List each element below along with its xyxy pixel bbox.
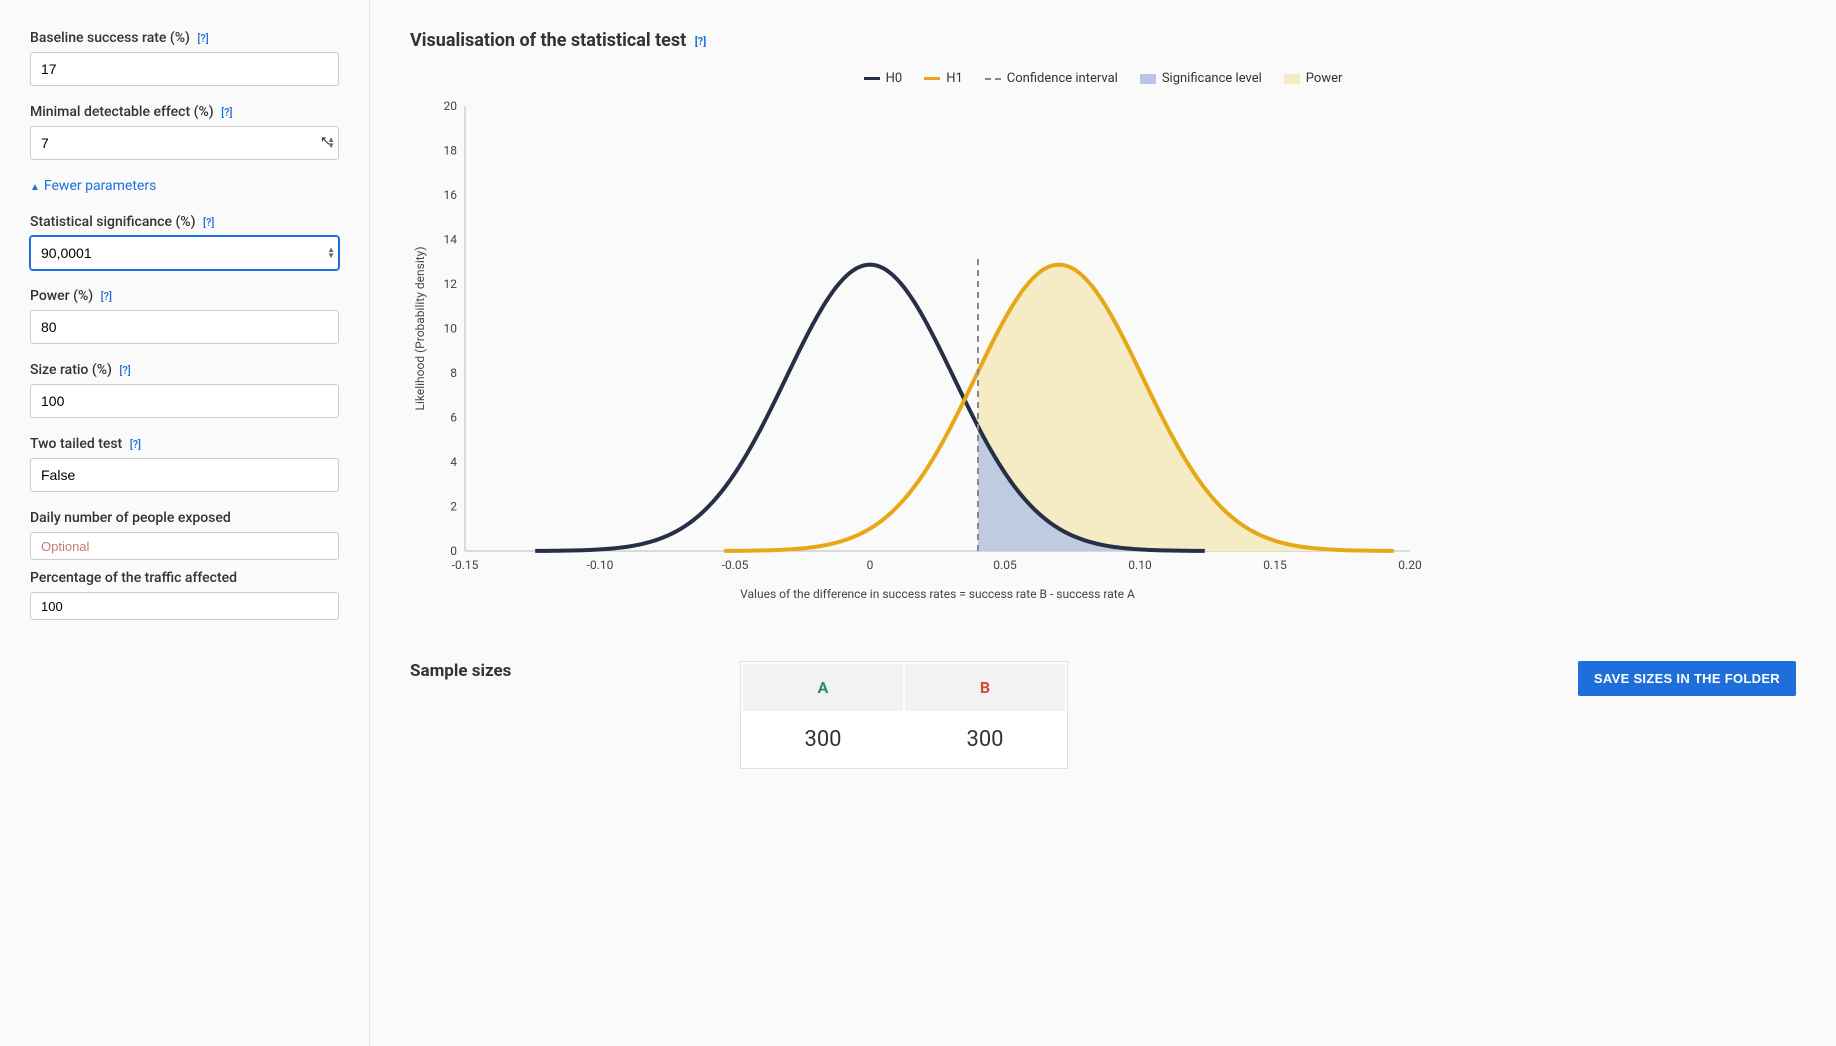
svg-text:14: 14 — [444, 233, 458, 247]
svg-text:-0.15: -0.15 — [452, 558, 479, 572]
field-tailed: Two tailed test [?] — [30, 436, 339, 492]
svg-text:6: 6 — [450, 411, 457, 425]
col-b-header: B — [905, 664, 1065, 711]
sample-sizes-section: Sample sizes A B 300 300 SAVE SIZES IN T… — [410, 661, 1796, 769]
svg-text:0.20: 0.20 — [1398, 558, 1422, 572]
help-icon[interactable]: [?] — [197, 32, 208, 45]
help-icon[interactable]: [?] — [101, 290, 112, 303]
legend: H0 H1 Confidence interval Significance l… — [410, 71, 1796, 86]
sample-title: Sample sizes — [410, 661, 710, 681]
label-mde: Minimal detectable effect (%) [?] — [30, 104, 339, 120]
col-a-header: A — [743, 664, 903, 711]
sample-table: A B 300 300 — [740, 661, 1068, 769]
field-ratio: Size ratio (%) [?] — [30, 362, 339, 418]
vis-title: Visualisation of the statistical test [?… — [410, 30, 1796, 51]
svg-text:0.10: 0.10 — [1128, 558, 1152, 572]
significance-input[interactable] — [30, 236, 339, 270]
label-significance: Statistical significance (%) [?] — [30, 214, 339, 230]
sidebar: Baseline success rate (%) [?] Minimal de… — [0, 0, 370, 1046]
svg-text:-0.05: -0.05 — [722, 558, 749, 572]
legend-power: Power — [1284, 71, 1343, 86]
tailed-select[interactable] — [30, 458, 339, 492]
help-icon[interactable]: [?] — [130, 438, 141, 451]
svg-text:2: 2 — [450, 500, 457, 514]
svg-text:Likelihood (Probability densit: Likelihood (Probability density) — [413, 246, 427, 410]
svg-text:Values of the difference in su: Values of the difference in success rate… — [740, 587, 1135, 601]
field-power: Power (%) [?] — [30, 288, 339, 344]
svg-text:16: 16 — [444, 188, 458, 202]
svg-text:0.15: 0.15 — [1263, 558, 1287, 572]
help-icon[interactable]: [?] — [119, 364, 130, 377]
main-panel: Visualisation of the statistical test [?… — [370, 0, 1836, 1046]
table-row: A B — [743, 664, 1065, 711]
sample-a-value: 300 — [743, 713, 903, 766]
baseline-input[interactable] — [30, 52, 339, 86]
legend-ci: Confidence interval — [985, 71, 1118, 86]
daily-input[interactable] — [30, 532, 339, 560]
svg-text:18: 18 — [444, 144, 458, 158]
field-mde: Minimal detectable effect (%) [?] ▲▼ ↖ — [30, 104, 339, 160]
field-significance: Statistical significance (%) [?] ▲▼ — [30, 214, 339, 270]
label-daily: Daily number of people exposed — [30, 510, 339, 526]
legend-h1: H1 — [924, 71, 963, 86]
fewer-parameters-toggle[interactable]: Fewer parameters — [30, 178, 339, 194]
dash-icon — [985, 78, 1001, 80]
save-sizes-button[interactable]: SAVE SIZES IN THE FOLDER — [1578, 661, 1796, 696]
svg-text:20: 20 — [444, 99, 458, 113]
svg-text:10: 10 — [444, 322, 458, 336]
legend-sig: Significance level — [1140, 71, 1262, 86]
field-baseline: Baseline success rate (%) [?] — [30, 30, 339, 86]
table-row: 300 300 — [743, 713, 1065, 766]
label-baseline: Baseline success rate (%) [?] — [30, 30, 339, 46]
label-traffic: Percentage of the traffic affected — [30, 570, 339, 586]
help-icon[interactable]: [?] — [203, 216, 214, 229]
legend-h0: H0 — [864, 71, 903, 86]
chart-svg: 0 2 4 6 8 10 12 14 16 18 20 -0.15 -0.10 -0.05 0 0.05 0.1… — [410, 96, 1430, 606]
svg-text:12: 12 — [444, 277, 458, 291]
ratio-input[interactable] — [30, 384, 339, 418]
field-traffic: Percentage of the traffic affected — [30, 570, 339, 620]
field-daily: Daily number of people exposed — [30, 510, 339, 560]
sample-b-value: 300 — [905, 713, 1065, 766]
spinner-icon[interactable]: ▲▼ — [327, 247, 335, 259]
label-power: Power (%) [?] — [30, 288, 339, 304]
svg-text:4: 4 — [450, 455, 457, 469]
chart: H0 H1 Confidence interval Significance l… — [410, 71, 1796, 631]
spinner-icon[interactable]: ▲▼ — [327, 137, 335, 149]
svg-text:0.05: 0.05 — [993, 558, 1017, 572]
traffic-input[interactable] — [30, 592, 339, 620]
mde-input[interactable] — [30, 126, 339, 160]
power-input[interactable] — [30, 310, 339, 344]
help-icon[interactable]: [?] — [695, 35, 707, 48]
svg-text:-0.10: -0.10 — [587, 558, 614, 572]
label-ratio: Size ratio (%) [?] — [30, 362, 339, 378]
svg-text:0: 0 — [450, 544, 457, 558]
svg-text:0: 0 — [867, 558, 874, 572]
label-tailed: Two tailed test [?] — [30, 436, 339, 452]
svg-text:8: 8 — [450, 366, 457, 380]
help-icon[interactable]: [?] — [221, 106, 232, 119]
